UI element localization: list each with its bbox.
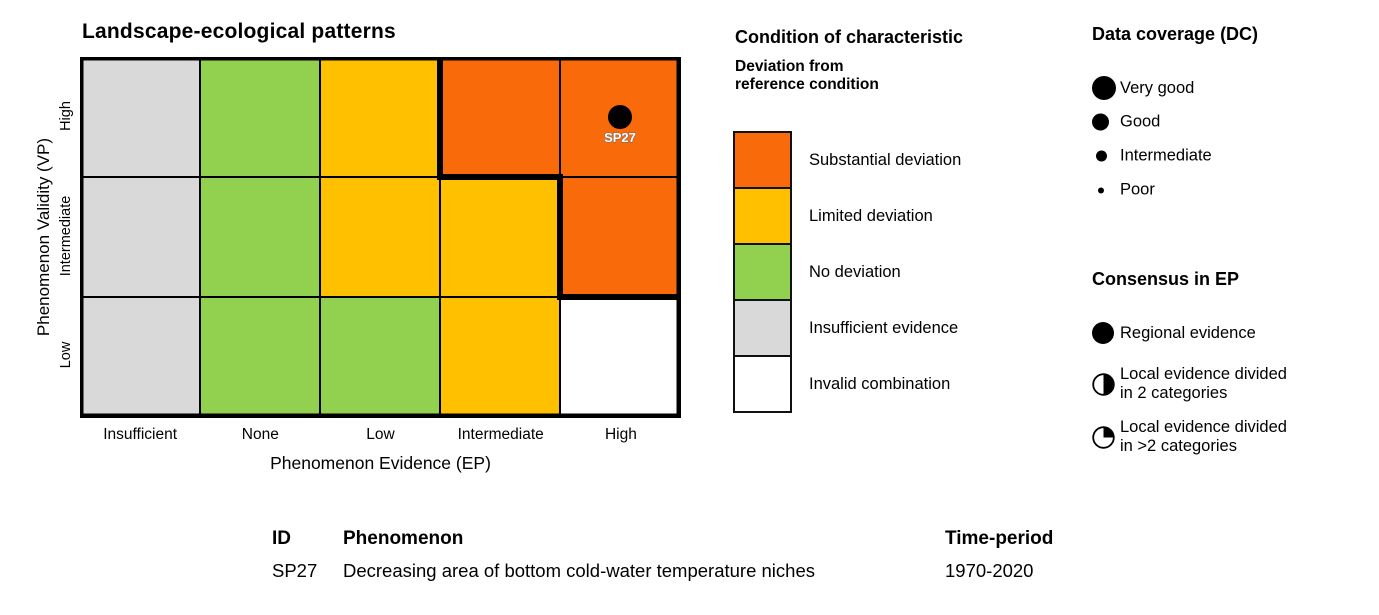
matrix-cell-insufficient-high: [79, 56, 201, 178]
legend-item-label: Substantial deviation: [809, 150, 962, 169]
data-coverage-title: Data coverage (DC): [1092, 24, 1259, 44]
matrix-cell-intermediate-high: [439, 56, 561, 178]
invalid-combination-swatch: [733, 355, 792, 413]
dc-dot-sm-icon: [1092, 187, 1120, 193]
substantial-region-outline: [437, 57, 680, 300]
table-cell-time-period: 1970-2020: [945, 559, 1034, 581]
x-tick-insufficient: Insufficient: [103, 426, 178, 443]
y-tick-high: High: [58, 101, 74, 131]
full-circle-icon: [1092, 322, 1120, 344]
table-header-time-period: Time-period: [945, 527, 1054, 549]
substantial-deviation-swatch: [733, 131, 792, 189]
dc-item-intermediate: Intermediate: [1092, 147, 1212, 166]
dc-item-good: Good: [1092, 113, 1160, 132]
insufficient-evidence-swatch: [733, 299, 792, 357]
dc-dot-md-icon: [1092, 150, 1120, 162]
legend-item-label: Limited deviation: [809, 206, 933, 225]
limited-deviation-swatch: [733, 187, 792, 245]
half-circle-icon: [1092, 372, 1120, 396]
consensus-item-more2cat: Local evidence divided in >2 categories: [1092, 418, 1287, 456]
table-cell-id: SP27: [272, 559, 318, 581]
condition-legend-title: Condition of characteristic: [735, 27, 964, 47]
legend-item-substantial: Substantial deviation: [733, 131, 961, 189]
data-point-label-sp27: SP27: [604, 130, 636, 145]
legend-item-label: Invalid combination: [809, 374, 951, 393]
y-axis-title: Phenomenon Validity (VP): [34, 137, 53, 337]
x-tick-low: Low: [366, 426, 395, 443]
consensus-item-label: Local evidence divided in 2 categories: [1120, 365, 1287, 402]
condition-legend-subtitle: Deviation from reference condition: [735, 58, 879, 93]
matrix-cell-insufficient-intermediate: [79, 176, 201, 298]
no-deviation-swatch: [733, 243, 792, 301]
dc-dot-xl-icon: [1092, 76, 1120, 100]
matrix-cell-intermediate-low: [439, 296, 561, 418]
matrix-outer-border: [80, 57, 680, 417]
matrix-cell-none-low: [199, 296, 321, 418]
legend-item-label: No deviation: [809, 262, 901, 281]
matrix-cell-low-low: [319, 296, 441, 418]
matrix-cell-high-low: [559, 296, 681, 418]
matrix-cell-insufficient-low: [79, 296, 201, 418]
table-cell-phenomenon: Decreasing area of bottom cold-water tem…: [343, 559, 815, 581]
matrix-cell-low-intermediate: [319, 176, 441, 298]
assessment-matrix: SP27: [79, 56, 681, 418]
consensus-item-regional: Regional evidence: [1092, 322, 1256, 344]
legend-item-insufficient: Insufficient evidence: [733, 299, 961, 357]
phenomenon-table: ID Phenomenon Time-period SP27 Decreasin…: [272, 523, 1115, 587]
table-header-phenomenon: Phenomenon: [343, 527, 464, 549]
matrix-cell-none-high: [199, 56, 321, 178]
consensus-item-label: Regional evidence: [1120, 323, 1256, 342]
consensus-title: Consensus in EP: [1092, 269, 1240, 289]
dc-item-very-good: Very good: [1092, 76, 1194, 100]
legend-item-no-deviation: No deviation: [733, 243, 961, 301]
quarter-circle-icon: [1092, 425, 1120, 449]
y-tick-intermediate: Intermediate: [58, 195, 74, 277]
x-axis-title: Phenomenon Evidence (EP): [270, 453, 491, 473]
dc-item-label: Poor: [1120, 180, 1155, 199]
dc-dot-lg-icon: [1092, 113, 1120, 131]
x-tick-high: High: [604, 426, 637, 443]
matrix-cell-none-intermediate: [199, 176, 321, 298]
legend-item-limited: Limited deviation: [733, 187, 961, 245]
condition-legend-items: Substantial deviation Limited deviation …: [733, 131, 961, 413]
x-tick-none: None: [241, 426, 279, 443]
y-tick-low: Low: [58, 341, 74, 369]
matrix-svg: SP27: [79, 56, 681, 418]
consensus-item-label: Local evidence divided in >2 categories: [1120, 418, 1287, 455]
data-point-sp27: [608, 105, 632, 129]
x-axis-ticks: Insufficient None Low Intermediate High: [80, 426, 681, 444]
dc-item-label: Intermediate: [1120, 146, 1212, 165]
matrix-cell-intermediate-intermediate: [439, 176, 561, 298]
chart-title: Landscape-ecological patterns: [82, 20, 396, 43]
matrix-cell-high-intermediate: [559, 176, 681, 298]
matrix-cell-low-high: [319, 56, 441, 178]
consensus-item-2cat: Local evidence divided in 2 categories: [1092, 365, 1287, 403]
dc-item-poor: Poor: [1092, 181, 1155, 200]
dc-item-label: Very good: [1120, 78, 1195, 97]
dc-item-label: Good: [1120, 112, 1161, 131]
legend-item-invalid: Invalid combination: [733, 355, 961, 413]
x-tick-intermediate: Intermediate: [457, 426, 544, 443]
legend-item-label: Insufficient evidence: [809, 318, 959, 337]
table-header-id: ID: [272, 527, 291, 549]
